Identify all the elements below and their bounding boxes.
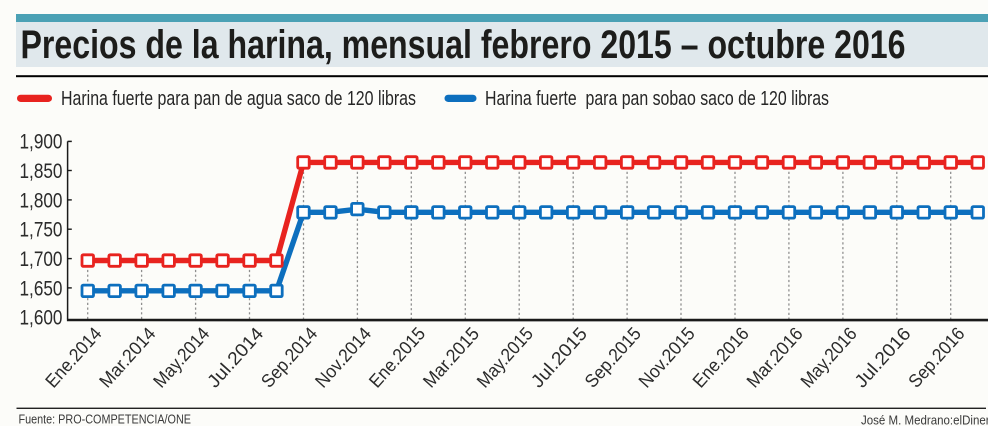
svg-text:1,850: 1,850 <box>20 159 63 183</box>
svg-text:1,650: 1,650 <box>20 276 63 300</box>
svg-text:1,700: 1,700 <box>20 247 63 271</box>
svg-text:José M. Medrano:elDinero: José M. Medrano:elDinero <box>861 413 988 426</box>
svg-text:1,600: 1,600 <box>20 306 63 330</box>
svg-text:Precios de la harina, mensual: Precios de la harina, mensual febrero 20… <box>21 23 906 67</box>
svg-text:Harina fuerte para pan de agua: Harina fuerte para pan de agua saco de 1… <box>61 87 416 110</box>
svg-text:1,800: 1,800 <box>20 188 63 212</box>
svg-text:1,900: 1,900 <box>20 130 63 154</box>
svg-text:Harina fuerte para pan sobao: Harina fuerte para pan sobao saco de 120… <box>485 87 829 110</box>
svg-text:1,750: 1,750 <box>20 218 63 242</box>
svg-text:Fuente: PRO-COMPETENCIA/ONE: Fuente: PRO-COMPETENCIA/ONE <box>19 413 192 426</box>
